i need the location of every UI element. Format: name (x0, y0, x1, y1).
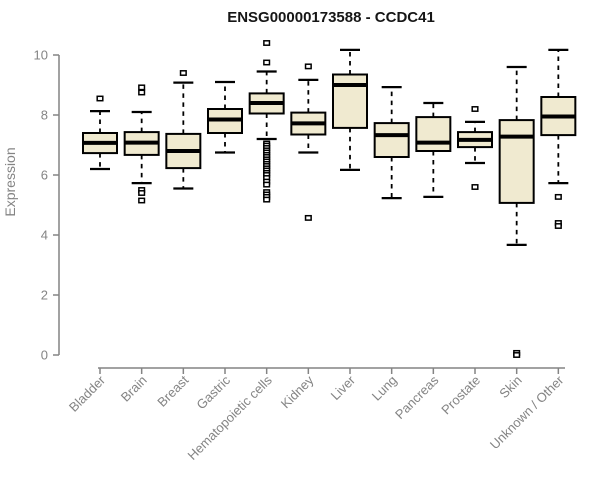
x-category-label-unknown-other: Unknown / Other (487, 372, 567, 452)
iqr-box (498, 119, 535, 204)
outlier-point (471, 106, 479, 112)
outlier-point (138, 197, 146, 204)
boxplot-lung (373, 85, 410, 200)
x-category-label-lung: Lung (369, 373, 400, 404)
boxplot-prostate (457, 106, 494, 190)
outlier-point (304, 63, 312, 70)
x-category-label-bladder: Bladder (66, 372, 109, 415)
y-tick-label: 4 (41, 228, 48, 243)
outlier-point (179, 70, 187, 76)
outlier-point (263, 181, 271, 188)
x-category-label-pancreas: Pancreas (392, 372, 442, 422)
outlier-point (96, 95, 104, 102)
y-tick-label: 2 (41, 288, 48, 303)
x-category-label-gastric: Gastric (193, 372, 233, 412)
y-tick-label: 6 (41, 168, 48, 183)
boxplot-hematopoietic-cells (248, 40, 285, 203)
outlier-point (263, 59, 271, 66)
outlier-point (138, 84, 146, 91)
outlier-point (554, 193, 562, 200)
boxplot-brain (123, 84, 160, 204)
x-category-label-skin: Skin (496, 373, 524, 401)
outlier-point (138, 89, 146, 96)
outlier-point (263, 196, 271, 203)
boxplot-skin (498, 65, 535, 358)
y-tick-label: 0 (41, 348, 48, 363)
x-category-label-kidney: Kidney (278, 372, 317, 411)
outlier-point (263, 40, 271, 46)
outlier-point (554, 223, 562, 229)
outlier-point (513, 352, 521, 358)
outlier-point (304, 214, 312, 221)
x-category-label-brain: Brain (118, 373, 150, 405)
boxplot-liver (332, 48, 369, 171)
x-category-label-breast: Breast (154, 372, 191, 409)
iqr-box (373, 122, 410, 158)
boxplot-pancreas (415, 101, 452, 198)
boxplot-kidney (290, 63, 327, 221)
outlier-point (138, 190, 146, 196)
y-axis-title: Expression (2, 147, 18, 216)
outlier-point (471, 184, 479, 190)
y-tick-label: 10 (34, 48, 48, 63)
y-tick-label: 8 (41, 108, 48, 123)
x-category-label-liver: Liver (328, 372, 359, 403)
chart-title: ENSG00000173588 - CCDC41 (227, 9, 435, 26)
iqr-box (415, 116, 452, 152)
boxplot-gastric (207, 80, 244, 154)
boxplot-unknown-other (540, 48, 577, 229)
x-category-label-prostate: Prostate (438, 373, 483, 418)
boxplot-bladder (82, 95, 118, 171)
boxplot-breast (165, 70, 202, 190)
iqr-box (332, 73, 369, 129)
